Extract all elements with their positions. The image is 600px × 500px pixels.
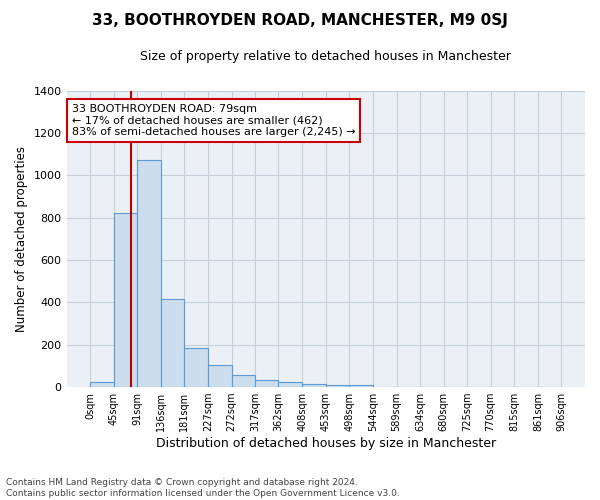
Bar	[232, 376, 255, 387]
Bar	[184, 348, 208, 387]
Bar	[278, 382, 302, 387]
Bar	[326, 385, 349, 387]
Bar	[208, 365, 232, 387]
Bar	[90, 382, 113, 387]
Bar	[161, 299, 184, 387]
Bar	[255, 380, 278, 387]
X-axis label: Distribution of detached houses by size in Manchester: Distribution of detached houses by size …	[156, 437, 496, 450]
Text: 33, BOOTHROYDEN ROAD, MANCHESTER, M9 0SJ: 33, BOOTHROYDEN ROAD, MANCHESTER, M9 0SJ	[92, 12, 508, 28]
Title: Size of property relative to detached houses in Manchester: Size of property relative to detached ho…	[140, 50, 511, 63]
Bar	[349, 385, 373, 387]
Bar	[302, 384, 326, 387]
Text: Contains HM Land Registry data © Crown copyright and database right 2024.
Contai: Contains HM Land Registry data © Crown c…	[6, 478, 400, 498]
Text: 33 BOOTHROYDEN ROAD: 79sqm
← 17% of detached houses are smaller (462)
83% of sem: 33 BOOTHROYDEN ROAD: 79sqm ← 17% of deta…	[72, 104, 355, 137]
Y-axis label: Number of detached properties: Number of detached properties	[15, 146, 28, 332]
Bar	[137, 160, 161, 387]
Bar	[113, 214, 137, 387]
